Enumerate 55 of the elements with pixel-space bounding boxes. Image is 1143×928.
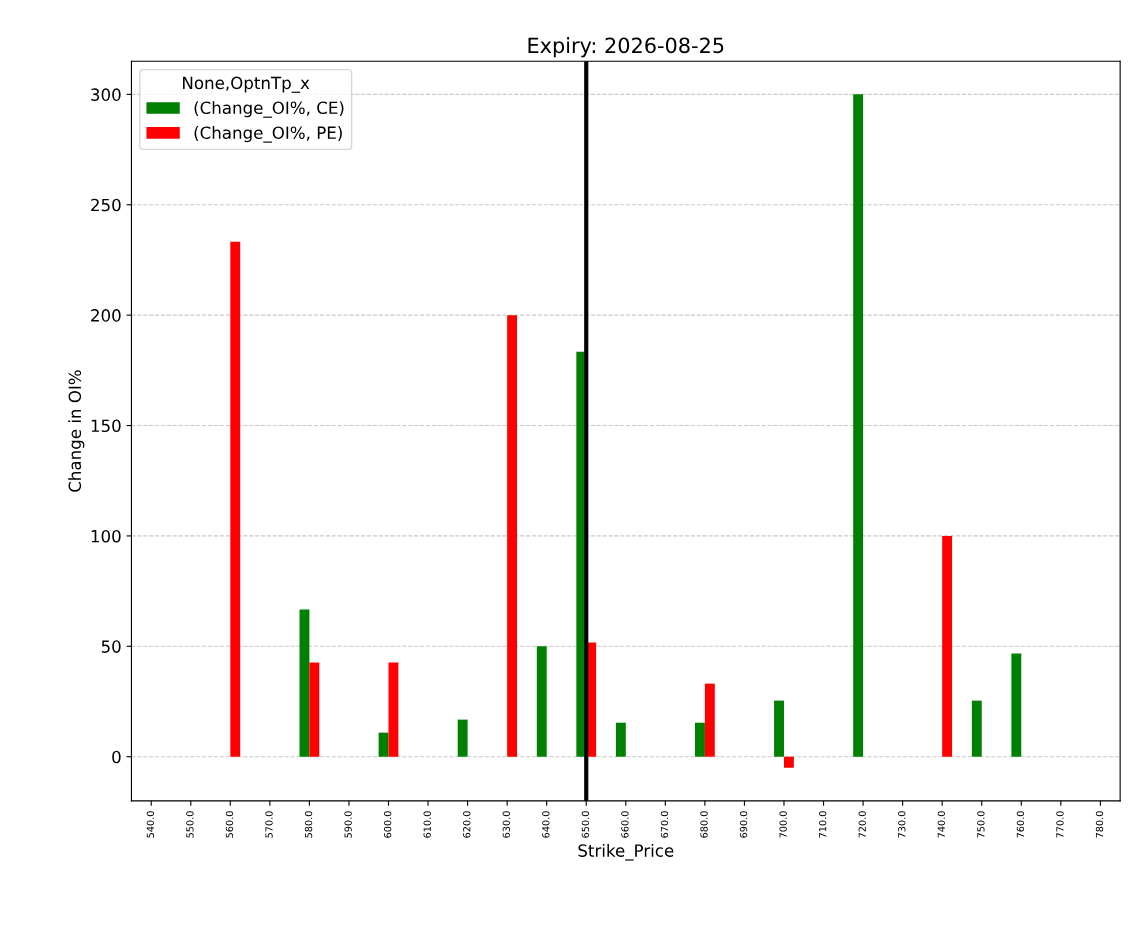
x-tick-label: 640.0	[542, 811, 550, 838]
x-tick-label: 730.0	[898, 811, 906, 838]
x-tick-label: 610.0	[423, 811, 431, 838]
y-tick-label: 150	[91, 419, 121, 433]
x-tick-label: 540.0	[146, 811, 155, 838]
x-tick-label: 670.0	[660, 811, 669, 838]
y-axis-title: Change in OI%	[68, 370, 85, 492]
y-tick-label: 200	[91, 309, 121, 322]
x-tick-label: 700.0	[779, 811, 787, 838]
bar	[230, 241, 241, 757]
x-tick-label: 780.0	[1095, 811, 1104, 838]
x-tick-label: 720.0	[858, 811, 866, 838]
bar	[942, 535, 953, 757]
legend-label: (Change_OI%, CE)	[194, 101, 344, 118]
x-tick-label: 590.0	[344, 811, 352, 838]
x-tick-label: 560.0	[225, 811, 234, 838]
x-tick-label: 710.0	[819, 811, 827, 838]
x-tick-label: 680.0	[700, 811, 708, 838]
bar	[1011, 653, 1022, 757]
bar	[971, 700, 982, 757]
x-tick-label: 760.0	[1016, 811, 1025, 838]
y-tick-label: 0	[112, 750, 121, 764]
x-tick-label: 580.0	[304, 811, 313, 838]
bar	[704, 683, 715, 757]
y-tick-label: 100	[91, 529, 121, 543]
bar	[536, 646, 547, 757]
x-tick-label: 650.0	[581, 811, 590, 838]
x-tick-label: 660.0	[621, 811, 629, 838]
x-axis-title: Strike_Price	[578, 843, 674, 861]
x-tick-label: 690.0	[739, 811, 748, 838]
x-tick-label: 750.0	[977, 811, 985, 838]
bar	[853, 94, 864, 757]
y-tick-label: 50	[101, 640, 121, 653]
x-tick-label: 570.0	[265, 811, 273, 838]
y-tick-label: 250	[91, 198, 121, 212]
chart-title: Expiry: 2026-08-25	[528, 37, 724, 58]
bar	[299, 609, 310, 757]
x-tick-label: 740.0	[937, 811, 945, 838]
legend-title: None,OptnTp_x	[183, 76, 310, 93]
x-tick-label: 630.0	[502, 811, 510, 838]
bar	[615, 722, 626, 757]
legend-label: (Change_OI%, PE)	[194, 126, 342, 143]
bar	[695, 722, 705, 757]
bar	[507, 315, 518, 757]
x-tick-label: 550.0	[186, 811, 194, 838]
y-tick-label: 300	[91, 88, 121, 101]
bar	[774, 700, 784, 757]
bar	[378, 732, 389, 757]
x-tick-label: 600.0	[383, 811, 392, 838]
x-tick-label: 770.0	[1056, 811, 1064, 838]
x-tick-label: 620.0	[463, 811, 471, 838]
bar	[457, 719, 468, 757]
bar	[388, 662, 399, 757]
bar	[309, 662, 320, 757]
bar	[783, 756, 794, 768]
